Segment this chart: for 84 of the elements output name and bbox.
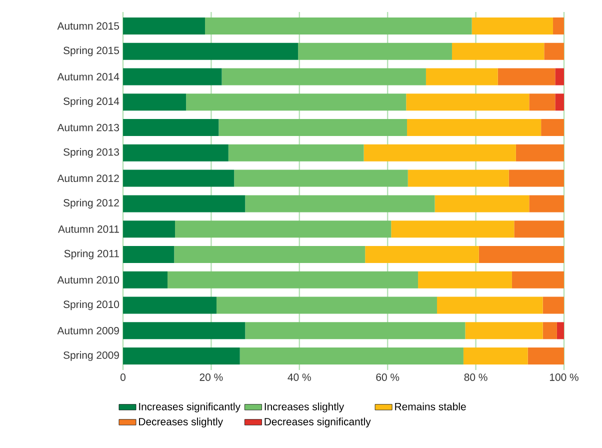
bar (472, 17, 553, 34)
bar (245, 195, 435, 212)
bar (529, 195, 564, 212)
bar (123, 42, 298, 60)
y-tick-label: Autumn 2010 (57, 276, 120, 284)
bar (365, 246, 479, 263)
bar (364, 144, 516, 162)
bar (516, 144, 564, 162)
legend-label: Remains stable (395, 402, 466, 410)
bar (123, 144, 228, 162)
x-tick-label: 0 (120, 374, 126, 381)
bar (123, 68, 222, 86)
y-tick-label: Spring 2010 (64, 300, 120, 310)
bar (528, 348, 564, 365)
bar (555, 68, 564, 86)
bar (408, 170, 509, 187)
bar (240, 348, 464, 365)
bar (478, 246, 564, 263)
bar (216, 296, 437, 314)
y-tick-label: Spring 2012 (64, 198, 119, 209)
bar (552, 17, 564, 34)
bar (168, 271, 418, 288)
x-tick-label: 60 % (376, 374, 400, 381)
bar (175, 220, 392, 238)
bar (123, 296, 216, 314)
legend-label: Decreases slightly (139, 418, 224, 428)
bar (245, 322, 466, 340)
x-tick-label: 20 % (200, 374, 223, 381)
bar (436, 296, 543, 314)
bar (452, 42, 544, 60)
bar (123, 220, 176, 238)
x-tick-label: 100 % (550, 374, 578, 381)
x-tick-label: 80 % (464, 374, 488, 381)
bar (529, 94, 556, 111)
bar (123, 348, 240, 365)
y-tick-label: Spring 2011 (64, 250, 119, 260)
y-tick-label: Autumn 2009 (57, 326, 119, 334)
bar (123, 170, 234, 187)
bar (228, 144, 364, 162)
x-tick-label: 40 % (288, 374, 311, 381)
bar (391, 220, 514, 238)
bar (544, 42, 564, 60)
bar (426, 68, 498, 86)
bar (174, 246, 366, 263)
bar (218, 119, 408, 136)
y-tick-label: Autumn 2015 (57, 22, 120, 30)
bar (205, 17, 472, 34)
y-tick-label: Autumn 2012 (57, 174, 119, 182)
y-tick-label: Spring 2013 (64, 148, 119, 158)
bar (556, 322, 564, 340)
bar (123, 246, 174, 263)
bar (418, 271, 512, 288)
y-tick-label: Spring 2014 (64, 97, 120, 108)
bar (463, 348, 528, 365)
bar (542, 296, 564, 314)
y-tick-label: Spring 2015 (64, 46, 120, 56)
bar (542, 322, 557, 340)
y-tick-label: Autumn 2011 (58, 225, 119, 233)
bar (123, 119, 219, 136)
y-tick-label: Autumn 2014 (57, 73, 120, 80)
y-tick-label: Autumn 2013 (57, 124, 120, 132)
y-tick-label: Spring 2009 (64, 351, 119, 361)
bar (123, 322, 246, 340)
bar (514, 220, 564, 238)
bar (298, 42, 452, 60)
bar (498, 68, 556, 86)
bar (406, 94, 530, 111)
bar (407, 119, 542, 136)
legend-label: Increases significantly (139, 402, 240, 412)
bar (541, 119, 564, 136)
legend-label: Decreases significantly (264, 418, 371, 428)
bar (508, 170, 564, 187)
bar (222, 68, 426, 86)
legend-label: Increases slightly (264, 402, 344, 412)
bar (234, 170, 408, 187)
bar (434, 195, 530, 212)
bar (555, 94, 564, 111)
bar (123, 271, 168, 288)
bar (512, 271, 564, 288)
bar (123, 195, 246, 212)
bar (123, 94, 186, 111)
bar (186, 94, 406, 111)
bar (465, 322, 543, 340)
bar (123, 17, 206, 34)
